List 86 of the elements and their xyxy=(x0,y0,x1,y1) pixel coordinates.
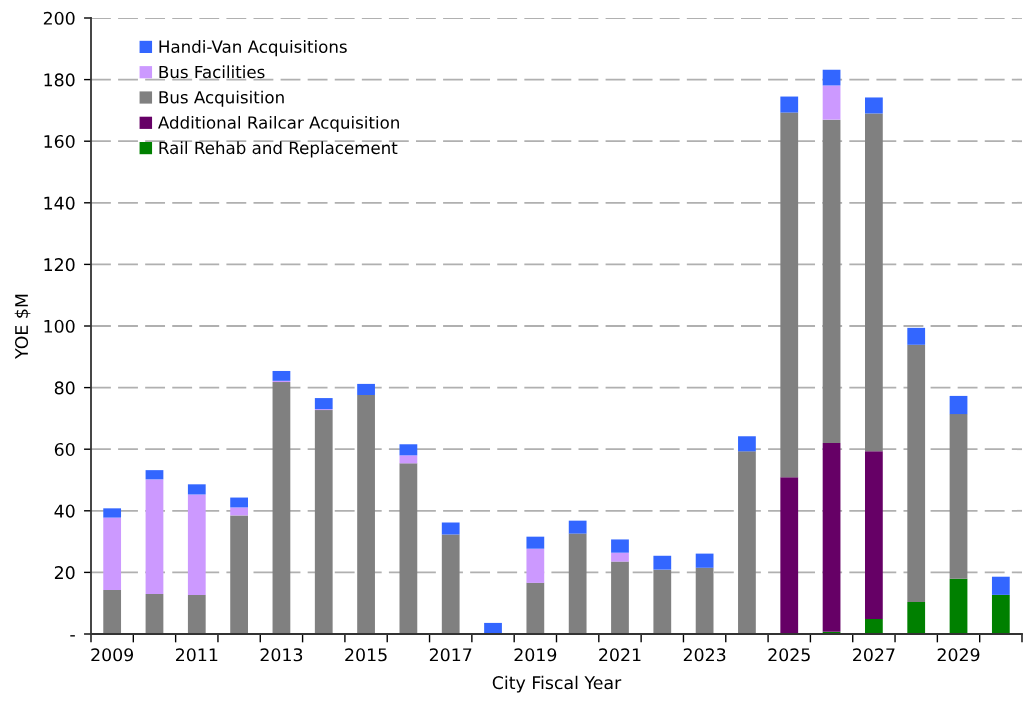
bar xyxy=(399,444,418,456)
bar xyxy=(357,394,375,634)
bar xyxy=(865,97,883,114)
x-tick-label: 2029 xyxy=(937,648,980,662)
x-tick-label: 2027 xyxy=(853,648,895,662)
bar xyxy=(865,618,883,634)
legend-label: Bus Acquisition xyxy=(159,90,284,107)
bar xyxy=(907,344,926,602)
bar xyxy=(568,520,587,534)
x-tick-label: 2025 xyxy=(768,648,810,662)
bar xyxy=(441,522,460,535)
bar xyxy=(822,85,841,120)
y-tick-label: 160 xyxy=(44,134,75,149)
legend-label: Additional Railcar Acquisition xyxy=(158,115,399,133)
bar xyxy=(399,455,418,464)
bar xyxy=(103,589,122,634)
bar xyxy=(230,515,248,634)
bar xyxy=(822,119,841,444)
bar xyxy=(780,477,799,634)
bar xyxy=(991,594,1010,634)
y-tick-label: 80 xyxy=(54,381,75,395)
bar xyxy=(611,561,629,634)
y-tick-label: 60 xyxy=(54,442,75,457)
bar xyxy=(399,463,418,634)
y-tick-label: 100 xyxy=(44,319,75,333)
y-tick-label: 120 xyxy=(44,258,75,272)
bar xyxy=(865,451,883,619)
bar xyxy=(103,517,122,590)
bar xyxy=(568,533,587,634)
bar xyxy=(272,382,291,634)
bar xyxy=(949,414,968,579)
bar xyxy=(484,622,502,634)
bar xyxy=(526,582,545,634)
x-axis-title: City Fiscal Year xyxy=(492,675,622,693)
x-tick-label: 2009 xyxy=(91,648,134,662)
x-tick-label: 2011 xyxy=(175,648,218,662)
bar xyxy=(991,576,1010,595)
bar xyxy=(145,470,164,480)
bar xyxy=(822,69,841,86)
bar xyxy=(441,534,460,634)
bar xyxy=(526,548,545,583)
bar xyxy=(907,327,926,345)
x-tick-label: 2023 xyxy=(683,648,726,662)
y-tick-label: 20 xyxy=(54,566,75,580)
x-tick-label: 2019 xyxy=(514,648,557,662)
bar xyxy=(653,569,672,634)
legend-label: Handi-Van Acquisitions xyxy=(159,40,347,57)
bar xyxy=(103,508,122,518)
bar xyxy=(611,539,629,553)
y-axis-title: YOE $M xyxy=(14,294,31,359)
bar xyxy=(653,555,672,570)
bar xyxy=(949,578,968,634)
bar xyxy=(738,436,756,452)
bar xyxy=(187,494,206,595)
legend-label: Bus Facilities xyxy=(159,65,265,79)
bar xyxy=(145,593,164,634)
x-tick-label: 2017 xyxy=(429,648,472,662)
bar xyxy=(695,567,714,634)
legend-label: Rail Rehab and Replacement xyxy=(159,141,398,158)
bar xyxy=(526,536,545,549)
bar xyxy=(187,484,206,495)
bar xyxy=(314,398,333,410)
bar xyxy=(611,552,629,562)
bar xyxy=(907,601,926,634)
y-tick-label: - xyxy=(70,635,75,637)
bar xyxy=(272,370,291,381)
bar xyxy=(738,451,756,634)
bar xyxy=(780,112,799,478)
bar xyxy=(357,383,375,395)
x-tick-label: 2015 xyxy=(345,648,387,662)
y-tick-label: 140 xyxy=(44,196,75,210)
bar xyxy=(780,96,799,113)
x-tick-label: 2021 xyxy=(599,648,641,662)
bar xyxy=(230,507,248,516)
y-tick-label: 200 xyxy=(43,11,75,25)
bar xyxy=(314,410,333,634)
x-tick-label: 2013 xyxy=(260,648,303,662)
bar xyxy=(695,553,714,568)
bar xyxy=(145,479,164,594)
bar xyxy=(865,113,883,452)
y-tick-label: 40 xyxy=(54,504,75,518)
bar xyxy=(230,497,248,508)
bar xyxy=(949,395,968,415)
y-tick-label: 180 xyxy=(44,73,75,87)
bar xyxy=(187,594,206,634)
bar xyxy=(822,443,841,632)
